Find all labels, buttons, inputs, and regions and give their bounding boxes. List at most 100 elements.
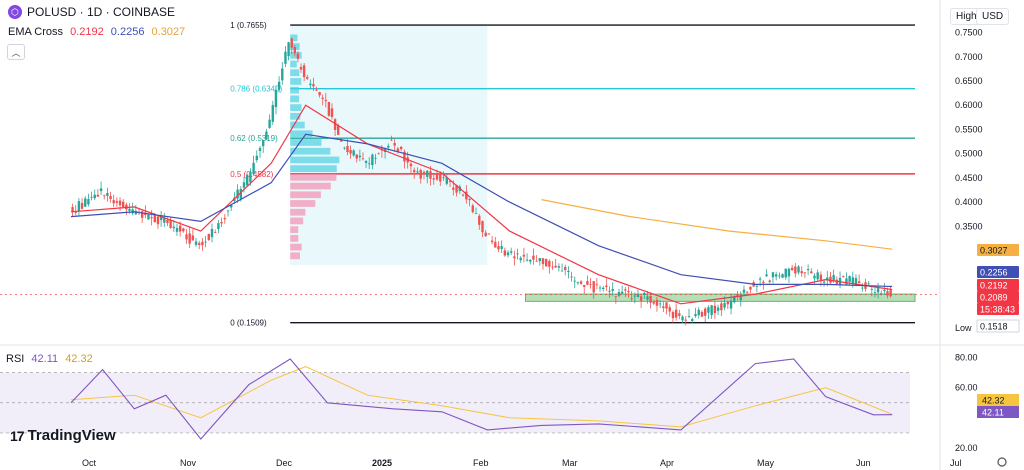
candle-body bbox=[113, 200, 115, 203]
rsi-title[interactable]: RSI bbox=[6, 353, 24, 365]
candle-body bbox=[387, 146, 389, 148]
candle-body bbox=[468, 199, 470, 200]
candle-body bbox=[491, 241, 493, 243]
candle-body bbox=[567, 271, 569, 272]
candle-body bbox=[823, 282, 825, 283]
price-tick-label: 0.5500 bbox=[955, 124, 983, 134]
candle-body bbox=[545, 259, 547, 266]
fib-level-label: 0.62 (0.5319) bbox=[230, 134, 278, 143]
ema-slow-value: 0.3027 bbox=[152, 26, 186, 38]
price-tick-label: 0.7500 bbox=[955, 28, 983, 38]
candle-body bbox=[523, 255, 525, 257]
currency-button[interactable]: USD bbox=[976, 8, 1009, 25]
price-tag-label: 0.2256 bbox=[980, 268, 1008, 278]
candle-body bbox=[681, 317, 683, 321]
candle-body bbox=[791, 268, 793, 270]
candle-body bbox=[97, 195, 99, 197]
candle-body bbox=[583, 285, 585, 287]
candle-body bbox=[337, 126, 339, 135]
price-tick-label: 0.3500 bbox=[955, 221, 983, 231]
candle-body bbox=[147, 215, 149, 220]
candle-body bbox=[701, 312, 703, 317]
candle-body bbox=[439, 175, 441, 182]
candle-body bbox=[785, 269, 787, 278]
candle-body bbox=[580, 281, 582, 283]
candle-body bbox=[378, 153, 380, 154]
symbol-line[interactable]: POLUSD · 1D · COINBASE bbox=[27, 5, 175, 19]
candle-body bbox=[176, 228, 178, 232]
candle-body bbox=[710, 305, 712, 315]
candle-body bbox=[516, 253, 518, 254]
candle-body bbox=[646, 296, 648, 299]
candle-body bbox=[442, 177, 444, 178]
candle-body bbox=[535, 261, 537, 262]
rsi-tag-label: 42.32 bbox=[982, 396, 1005, 406]
candle-body bbox=[510, 251, 512, 253]
candle-body bbox=[214, 232, 216, 233]
candle-body bbox=[816, 272, 818, 279]
candle-body bbox=[564, 267, 566, 270]
candle-body bbox=[122, 202, 124, 207]
tradingview-logo[interactable]: 17 TradingView bbox=[10, 427, 116, 444]
candle-body bbox=[794, 267, 796, 274]
rsi-tick-label: 80.00 bbox=[955, 353, 978, 363]
candle-body bbox=[416, 171, 418, 172]
candle-body bbox=[542, 258, 544, 264]
x-tick-label: Jul bbox=[950, 458, 962, 468]
candle-body bbox=[291, 38, 293, 47]
candle-body bbox=[858, 281, 860, 283]
candle-body bbox=[481, 221, 483, 232]
x-tick-label: Oct bbox=[82, 458, 97, 468]
candle-body bbox=[586, 281, 588, 285]
fib-level-label: 1 (0.7655) bbox=[230, 21, 267, 30]
candle-body bbox=[669, 307, 671, 311]
candle-body bbox=[548, 261, 550, 267]
candle-body bbox=[268, 120, 270, 128]
candle-body bbox=[217, 223, 219, 229]
candle-body bbox=[262, 140, 264, 146]
candle-body bbox=[192, 235, 194, 240]
candle-body bbox=[513, 256, 515, 258]
price-tag-label: 0.2089 bbox=[980, 293, 1008, 303]
candle-body bbox=[883, 290, 885, 291]
candle-body bbox=[328, 102, 330, 116]
ema-mid-value: 0.2256 bbox=[111, 26, 145, 38]
candle-body bbox=[813, 276, 815, 279]
candle-body bbox=[630, 298, 632, 299]
candle-body bbox=[318, 92, 320, 95]
candle-body bbox=[420, 170, 422, 179]
candle-body bbox=[743, 290, 745, 293]
candle-body bbox=[880, 293, 882, 294]
candle-body bbox=[169, 220, 171, 228]
rsi-legend: RSI 42.11 42.32 bbox=[6, 353, 97, 365]
candle-body bbox=[188, 233, 190, 243]
candle-body bbox=[889, 290, 891, 296]
chevron-up-icon[interactable]: ︿ bbox=[7, 44, 25, 60]
volume-profile-bar bbox=[290, 191, 321, 198]
candle-body bbox=[558, 266, 560, 267]
fib-level-label: 0 (0.1509) bbox=[230, 319, 267, 328]
candle-body bbox=[429, 171, 431, 178]
candle-body bbox=[618, 292, 620, 296]
ema-label[interactable]: EMA Cross bbox=[8, 26, 63, 38]
candle-body bbox=[672, 312, 674, 318]
candle-body bbox=[249, 172, 251, 182]
candle-body bbox=[287, 42, 289, 56]
fib-level-label: 0.5 (0.4582) bbox=[230, 170, 273, 179]
candle-body bbox=[877, 288, 879, 292]
candle-body bbox=[426, 171, 428, 177]
volume-profile-bar bbox=[290, 78, 301, 85]
candle-body bbox=[665, 302, 667, 308]
candle-body bbox=[765, 274, 767, 276]
candle-body bbox=[294, 47, 296, 53]
polygon-logo-icon: ⬡ bbox=[8, 5, 22, 19]
volume-profile-bar bbox=[290, 235, 298, 242]
volume-profile-bar bbox=[290, 139, 321, 146]
x-tick-label: Apr bbox=[660, 458, 674, 468]
candle-body bbox=[717, 307, 719, 310]
candle-body bbox=[208, 234, 210, 240]
candle-body bbox=[507, 252, 509, 255]
price-tag-label: 0.1518 bbox=[980, 322, 1008, 332]
candle-body bbox=[297, 54, 299, 59]
